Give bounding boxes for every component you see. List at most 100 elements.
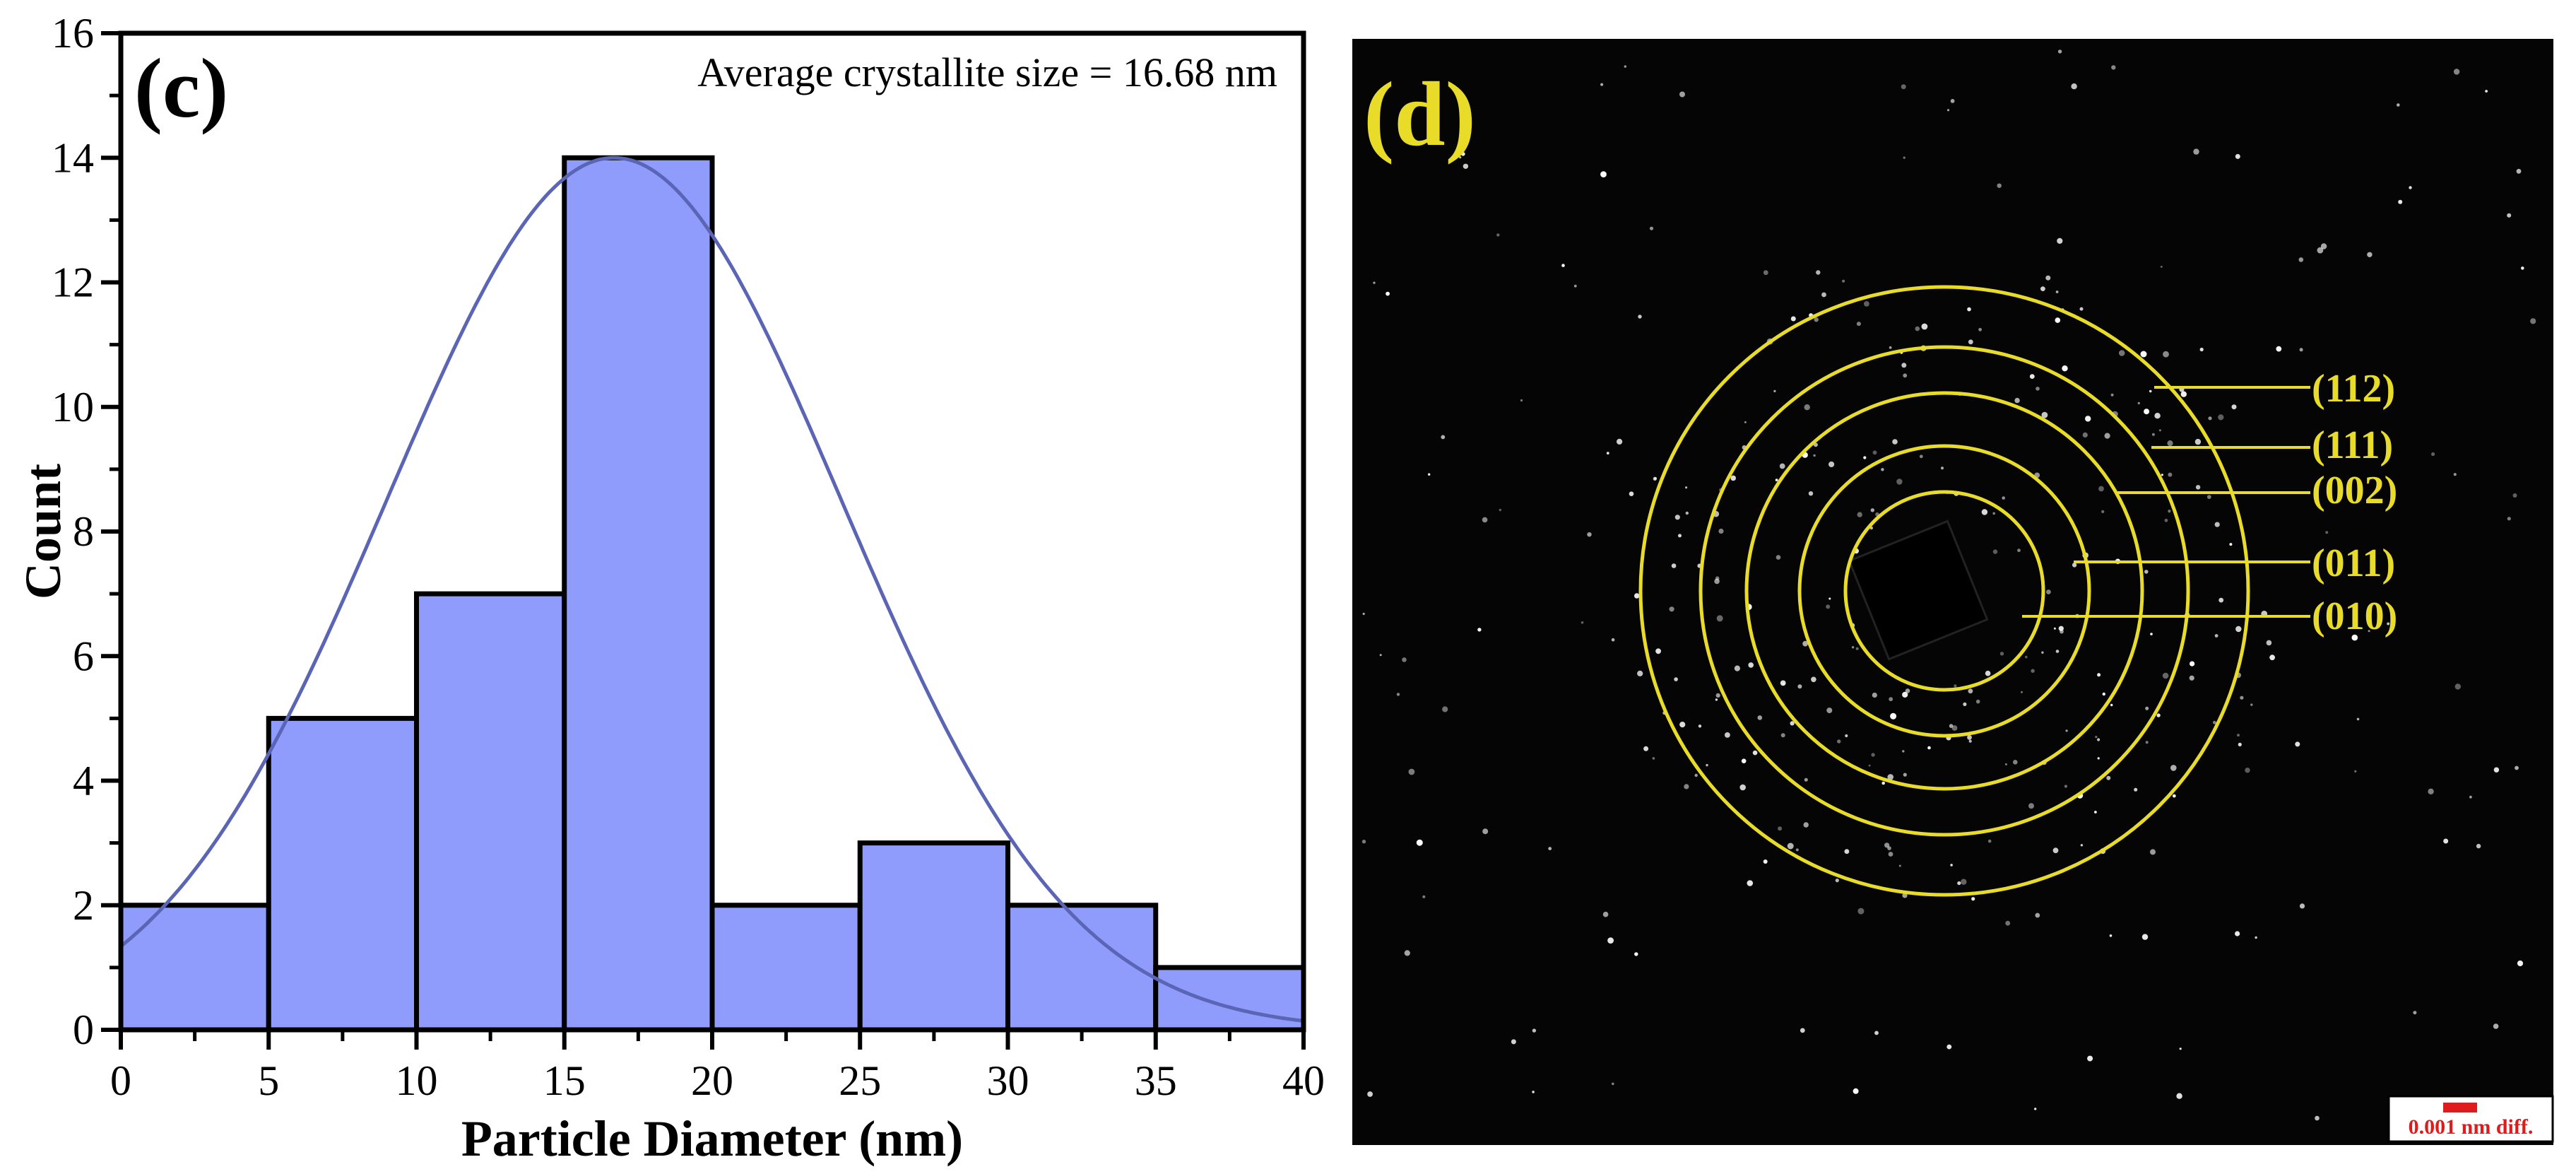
- diffraction-spot: [1652, 757, 1655, 760]
- diffraction-spot: [1698, 724, 1702, 728]
- diffraction-spot: [2409, 186, 2412, 189]
- diffraction-spot: [1752, 750, 1758, 756]
- diffraction-spot: [2512, 493, 2517, 498]
- diffraction-spot: [1957, 881, 1961, 886]
- diffraction-spot: [2064, 785, 2067, 788]
- diffraction-spot: [1978, 327, 1983, 331]
- diffraction-spot: [2144, 570, 2149, 574]
- diffraction-spot: [2194, 438, 2202, 445]
- ring-label: (002): [2312, 469, 2397, 512]
- diffraction-spot: [1868, 764, 1871, 767]
- diffraction-spot: [2354, 770, 2357, 773]
- diffraction-spot: [2206, 495, 2211, 499]
- diffraction-spot: [1853, 1088, 1859, 1094]
- diffraction-spot: [2190, 661, 2195, 667]
- diffraction-spot: [2013, 760, 2018, 765]
- ring-label: (111): [2312, 423, 2393, 467]
- diffraction-spot: [2162, 672, 2169, 679]
- diffraction-spot: [1780, 733, 1785, 738]
- diffraction-spot: [1725, 732, 1730, 738]
- diffraction-spot: [1790, 721, 1795, 726]
- diffraction-spot: [1826, 604, 1831, 609]
- diffraction-spot: [2320, 243, 2327, 250]
- diffraction-spot: [1763, 270, 1768, 276]
- diffraction-spot: [2097, 673, 2101, 677]
- diffraction-spot: [1459, 156, 1462, 159]
- diffraction-spot: [2299, 903, 2305, 909]
- diffraction-spot: [1408, 768, 1415, 775]
- diffraction-spot: [1671, 563, 1677, 568]
- diffraction-spot: [2521, 266, 2524, 270]
- diffraction-spot: [1890, 712, 1897, 720]
- diffraction-spot: [2453, 69, 2460, 75]
- diffraction-spot: [1881, 781, 1885, 785]
- x-tick-label: 15: [543, 1057, 586, 1104]
- diffraction-spot: [2055, 650, 2060, 653]
- diffraction-spot: [2098, 486, 2104, 492]
- diffraction-spot: [1706, 763, 1708, 767]
- diffraction-spot: [2208, 416, 2212, 421]
- diffraction-spot: [1802, 640, 1809, 647]
- diffraction-spot: [2034, 1108, 2037, 1110]
- diffraction-spot: [1649, 226, 1654, 230]
- diffraction-spot: [2231, 404, 2237, 410]
- diffraction-spot: [1968, 688, 1973, 694]
- diffraction-spot: [1981, 509, 1988, 515]
- diffraction-spot: [1887, 774, 1893, 780]
- diffraction-spot: [2195, 485, 2201, 490]
- x-tick-label: 40: [1282, 1057, 1325, 1104]
- diffraction-spot: [2151, 433, 2155, 436]
- diffraction-spot: [1987, 839, 1992, 843]
- diffraction-spot: [2317, 247, 2324, 254]
- diffraction-spot: [2057, 49, 2062, 54]
- diffraction-spot: [1949, 724, 1954, 728]
- diffraction-spot: [2299, 348, 2303, 352]
- diffraction-spot: [2398, 199, 2403, 204]
- diffraction-spot: [1730, 475, 1736, 481]
- diffraction-spot: [2028, 803, 2034, 809]
- diffraction-spot: [2079, 307, 2084, 311]
- diffraction-spot: [1499, 508, 1501, 512]
- diffraction-spot: [1600, 171, 1607, 178]
- y-tick-label: 12: [52, 259, 94, 306]
- diffraction-spot: [1482, 517, 1488, 523]
- diffraction-spot: [2295, 741, 2300, 747]
- diffraction-spot: [2453, 473, 2457, 476]
- diffraction-ring: [1698, 345, 2190, 837]
- diffraction-spot: [2029, 374, 2035, 379]
- diffraction-spot: [1804, 777, 1808, 782]
- diffraction-spot: [1654, 476, 1657, 480]
- diffraction-spot: [1442, 706, 1448, 712]
- diffraction-spot: [1532, 1091, 1535, 1093]
- diffraction-spot: [2085, 416, 2091, 422]
- y-axis-label: Count: [15, 464, 71, 599]
- diffraction-spot: [1757, 715, 1763, 720]
- diffraction-spot: [1941, 466, 1944, 470]
- diffraction-spot: [2269, 654, 2276, 661]
- diffraction-spot: [1856, 322, 1861, 327]
- diffraction-spot: [2276, 346, 2282, 352]
- diffraction-spot: [2140, 351, 2147, 358]
- diffraction-spot: [1643, 746, 1649, 751]
- diffraction-spot: [2164, 518, 2168, 522]
- diffraction-spot: [2109, 934, 2113, 937]
- diffraction-spot: [1402, 657, 1407, 662]
- diffraction-spot: [1803, 822, 1809, 828]
- diffraction-spot: [1669, 606, 1674, 612]
- diffraction-spot: [2031, 669, 2035, 673]
- diffraction-spot: [2104, 433, 2110, 439]
- diffraction-spot: [1463, 163, 1469, 169]
- diffraction-spot: [1587, 532, 1592, 537]
- x-tick-label: 35: [1135, 1057, 1177, 1104]
- diffraction-spot: [1946, 1044, 1952, 1050]
- diffraction-spot: [1902, 750, 1905, 753]
- diffraction-spot: [2517, 960, 2524, 967]
- diffraction-spot: [1482, 828, 1489, 835]
- diffraction-spot: [2493, 767, 2500, 773]
- diffraction-spot: [2004, 763, 2007, 765]
- diffraction-spot: [1951, 725, 1958, 731]
- diffraction-spot: [2238, 742, 2242, 746]
- diffraction-spot: [1361, 840, 1366, 844]
- y-tick-label: 8: [73, 508, 94, 555]
